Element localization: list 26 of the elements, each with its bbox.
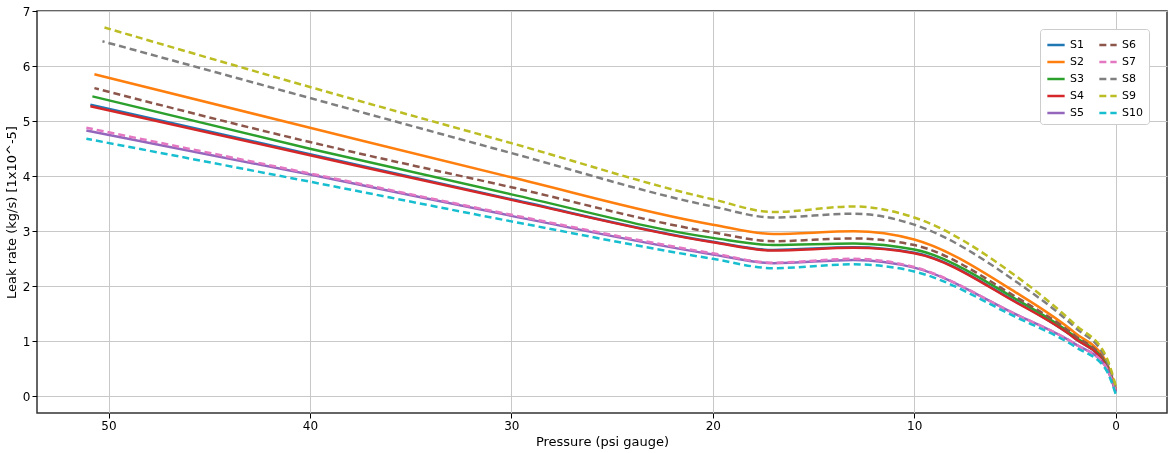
legend-label: S9 [1122, 89, 1136, 102]
y-tick-label: 3 [22, 224, 31, 239]
y-tick-label: 2 [22, 279, 31, 294]
legend-label: S7 [1122, 55, 1136, 68]
legend-label: S4 [1070, 89, 1084, 102]
legend-label: S2 [1070, 55, 1084, 68]
legend-label: S1 [1070, 38, 1084, 51]
x-tick-label: 20 [705, 418, 721, 433]
legend-label: S5 [1070, 106, 1084, 119]
x-tick-label: 40 [302, 418, 319, 433]
y-tick-label: 0 [22, 389, 31, 404]
y-tick-label: 4 [22, 169, 31, 184]
legend-label: S8 [1122, 72, 1136, 85]
x-tick-label: 0 [1112, 418, 1120, 433]
x-tick-label: 10 [907, 418, 923, 433]
x-tick-label: 50 [101, 418, 117, 433]
legend-label: S6 [1122, 38, 1136, 51]
y-tick-label: 1 [22, 334, 31, 349]
x-tick-label: 30 [504, 418, 520, 433]
y-tick-label: 5 [22, 114, 31, 129]
x-axis-title: Pressure (psi gauge) [535, 433, 670, 449]
y-axis-title: Leak rate (kg/s) [1x10^-5] [3, 126, 19, 299]
y-tick-label: 6 [22, 59, 31, 74]
legend-label: S3 [1070, 72, 1084, 85]
legend-label: S10 [1122, 106, 1143, 119]
y-tick-label: 7 [22, 4, 31, 19]
